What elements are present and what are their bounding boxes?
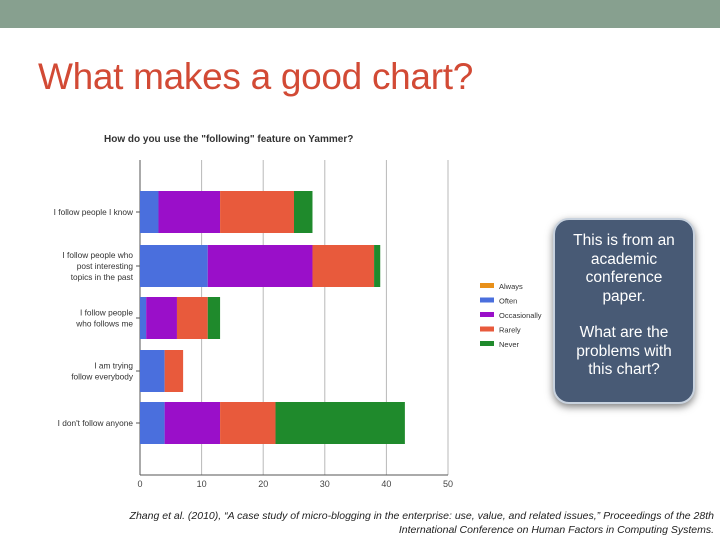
citation: Zhang et al. (2010), “A case study of mi… [20,509,714,537]
x-tick-label: 10 [197,479,207,489]
legend-label: Never [499,340,520,349]
category-label: I am trying [94,361,133,371]
bar-segment [164,402,221,444]
x-tick-label: 50 [443,479,453,489]
bar-segment [140,402,165,444]
legend-swatch [480,283,494,288]
bar-segment [207,297,221,339]
x-tick-label: 40 [381,479,391,489]
bar-segment [164,350,184,392]
x-tick-label: 0 [137,479,142,489]
callout-box: This is from an academic conference pape… [553,218,695,404]
bar-segment [207,245,313,287]
bar-segment [220,402,276,444]
slide-title: What makes a good chart? [38,56,473,97]
legend-swatch [480,312,494,317]
x-tick-label: 30 [320,479,330,489]
callout-text-question: What are the problems with this chart? [576,324,672,378]
category-label: topics in the past [71,272,134,282]
citation-line-2: International Conference on Human Factor… [398,524,714,536]
legend-swatch [480,297,494,303]
category-label: I follow people I know [54,207,134,217]
bar-segment [312,245,375,287]
legend-label: Often [499,297,517,306]
bar-segment [374,245,381,287]
bar-segment [146,297,177,339]
stacked-bar-chart: How do you use the "following" feature o… [54,134,542,489]
top-accent-bar [0,0,720,28]
bar-segment [158,191,221,233]
bar-segment [176,297,208,339]
category-label: follow everybody [71,372,134,382]
x-tick-label: 20 [258,479,268,489]
legend-label: Occasionally [499,311,542,320]
callout-text-source: This is from an academic conference pape… [573,232,675,305]
category-label: I don't follow anyone [58,418,134,428]
bar-segment [220,191,294,233]
legend-swatch [480,341,494,346]
bar-segment [140,245,208,287]
category-label: I follow people who [62,250,133,260]
bar-segment [294,191,313,233]
bar-segment [140,350,165,392]
legend-label: Always [499,282,523,291]
legend-label: Rarely [499,326,521,335]
citation-line-1: Zhang et al. (2010), “A case study of mi… [129,510,714,522]
chart-title: How do you use the "following" feature o… [104,134,353,145]
bar-segment [140,191,159,233]
category-label: who follows me [75,319,133,329]
category-label: post interesting [77,261,134,271]
category-label: I follow people [80,308,133,318]
bar-segment [140,297,147,339]
bar-segment [275,402,405,444]
legend-swatch [480,326,494,332]
